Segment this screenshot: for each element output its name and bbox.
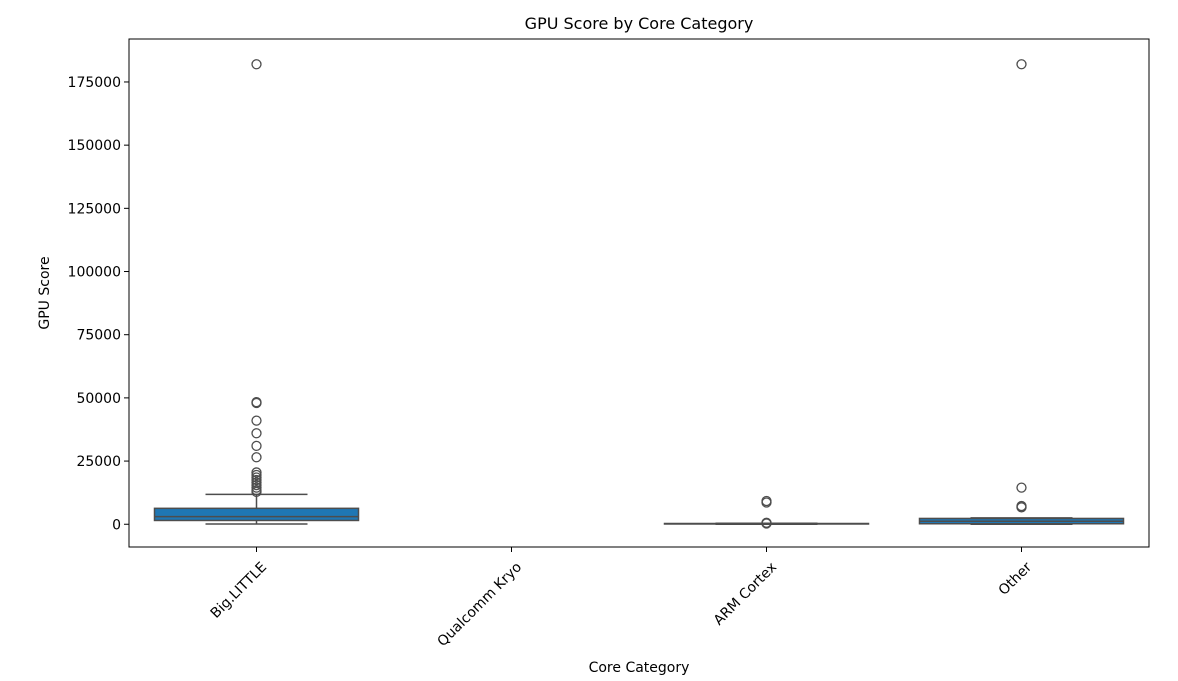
x-tick-label: Big.LITTLE bbox=[208, 559, 270, 621]
outlier-point bbox=[761, 497, 772, 508]
outlier-point bbox=[251, 415, 262, 426]
outlier-point bbox=[1016, 59, 1027, 70]
chart-title: GPU Score by Core Category bbox=[525, 14, 754, 33]
outlier-point bbox=[251, 474, 262, 486]
box bbox=[153, 507, 360, 522]
y-tick-label: 0 bbox=[112, 517, 121, 533]
outlier-point bbox=[251, 440, 262, 452]
x-axis: Big.LITTLE Qualcomm Kryo ARM Cortex Other bbox=[208, 547, 1036, 650]
outlier-point bbox=[251, 467, 262, 478]
outlier-point bbox=[251, 482, 262, 493]
y-tick-label: 25000 bbox=[76, 454, 121, 470]
box-group bbox=[663, 495, 870, 529]
y-tick-label: 50000 bbox=[76, 391, 121, 407]
y-axis-title: GPU Score bbox=[37, 256, 53, 329]
y-tick-label: 125000 bbox=[68, 201, 121, 217]
y-tick-label: 150000 bbox=[68, 138, 121, 154]
outlier-point bbox=[1016, 482, 1027, 493]
x-axis-title: Core Category bbox=[589, 660, 690, 676]
y-axis: 0 25000 50000 75000 100000 125000 150000 175000 bbox=[68, 75, 129, 533]
outlier-point bbox=[251, 59, 262, 70]
outlier-point bbox=[251, 397, 262, 409]
outlier-point bbox=[251, 479, 262, 491]
plot-area bbox=[128, 38, 1150, 548]
box-group bbox=[918, 59, 1125, 526]
outlier-point bbox=[251, 472, 262, 483]
outlier-point bbox=[251, 469, 262, 481]
outlier-point bbox=[251, 452, 262, 463]
y-tick-label: 100000 bbox=[68, 265, 121, 281]
outlier-point bbox=[251, 486, 262, 498]
outlier-point bbox=[251, 428, 262, 439]
x-tick-label: ARM Cortex bbox=[711, 559, 780, 628]
outlier-point bbox=[1016, 502, 1027, 513]
x-tick-label: Qualcomm Kryo bbox=[435, 559, 526, 650]
y-tick-label: 75000 bbox=[76, 328, 121, 344]
outlier-point bbox=[761, 518, 772, 529]
box-group bbox=[153, 59, 360, 525]
y-tick-label: 175000 bbox=[68, 75, 121, 91]
x-tick-label: Other bbox=[996, 559, 1036, 599]
plot-frame bbox=[128, 38, 1150, 548]
